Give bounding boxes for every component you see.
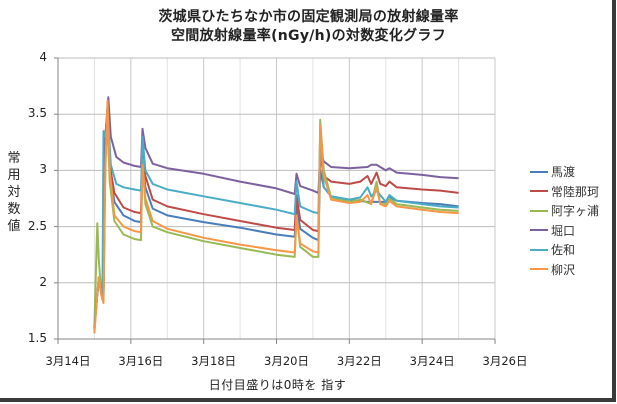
legend-label: 柳沢: [551, 262, 576, 277]
legend-item: 柳沢: [530, 260, 599, 280]
x-axis-label: 日付目盛りは0時を 指す: [208, 378, 347, 392]
legend-item: 佐和: [530, 240, 599, 260]
y-axis-label: 常用対数値: [6, 150, 22, 235]
legend-label: 堀口: [551, 223, 576, 238]
series-line: [93, 96, 459, 331]
legend: 馬渡常陸那珂阿字ヶ浦堀口佐和柳沢: [530, 162, 599, 279]
y-tick-label: 3: [39, 162, 47, 177]
legend-label: 阿字ヶ浦: [551, 204, 600, 219]
x-tick-label: 3月22日: [336, 354, 382, 368]
legend-label: 常陸那珂: [551, 184, 600, 199]
legend-item: 馬渡: [530, 162, 599, 182]
x-tick-label: 3月20日: [264, 354, 309, 368]
legend-item: 阿字ヶ浦: [530, 201, 599, 221]
y-tick-label: 2: [39, 274, 47, 289]
y-axis-label-text: 常用対数値: [7, 151, 21, 234]
legend-item: 堀口: [530, 221, 599, 241]
x-tick-label: 3月26日: [482, 354, 528, 368]
legend-swatch-icon: [530, 209, 548, 212]
chart-title: 茨城県ひたちなか市の固定観測局の放射線量率: [158, 9, 459, 25]
y-tick-label: 4: [39, 50, 47, 64]
x-tick-label: 3月18日: [191, 354, 237, 368]
legend-swatch-icon: [530, 170, 548, 173]
legend-swatch-icon: [530, 190, 548, 193]
x-tick-label: 3月24日: [409, 354, 455, 368]
y-tick-label: 1.5: [27, 331, 47, 345]
series-line: [93, 99, 459, 334]
legend-item: 常陸那珂: [530, 182, 599, 202]
legend-swatch-icon: [530, 268, 548, 271]
legend-swatch-icon: [530, 248, 548, 251]
legend-label: 馬渡: [551, 165, 576, 180]
legend-swatch-icon: [530, 229, 548, 232]
legend-label: 佐和: [551, 243, 576, 258]
x-tick-label: 3月14日: [45, 354, 91, 368]
y-tick-label: 2.5: [27, 218, 47, 233]
x-tick-label: 3月16日: [118, 354, 164, 368]
y-tick-label: 3.5: [27, 106, 47, 121]
chart-subtitle: 空間放射線量率(nGy/h)の対数変化グラフ: [170, 28, 447, 44]
